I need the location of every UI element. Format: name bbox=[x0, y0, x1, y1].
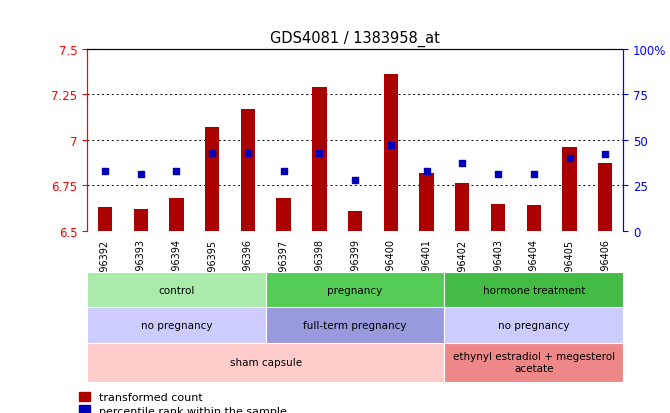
Bar bbox=[598, 164, 612, 231]
Point bbox=[278, 168, 289, 175]
Bar bbox=[205, 128, 219, 231]
Bar bbox=[562, 148, 577, 231]
Point bbox=[314, 150, 325, 157]
Bar bbox=[455, 184, 470, 231]
Point bbox=[350, 177, 360, 184]
Point bbox=[600, 152, 610, 158]
Bar bbox=[87, 308, 266, 343]
Point bbox=[529, 172, 539, 178]
Bar bbox=[444, 308, 623, 343]
Bar bbox=[444, 343, 623, 382]
Bar bbox=[266, 308, 444, 343]
Text: no pregnancy: no pregnancy bbox=[141, 320, 212, 330]
Title: GDS4081 / 1383958_at: GDS4081 / 1383958_at bbox=[270, 31, 440, 47]
Text: ethynyl estradiol + megesterol
acetate: ethynyl estradiol + megesterol acetate bbox=[453, 351, 615, 373]
Point bbox=[207, 150, 218, 157]
Bar bbox=[491, 204, 505, 231]
Point bbox=[385, 142, 396, 149]
Text: sham capsule: sham capsule bbox=[230, 357, 302, 368]
Text: full-term pregnancy: full-term pregnancy bbox=[304, 320, 407, 330]
Bar bbox=[241, 109, 255, 231]
Legend: transformed count, percentile rank within the sample: transformed count, percentile rank withi… bbox=[79, 392, 287, 413]
Text: control: control bbox=[158, 285, 194, 295]
Bar bbox=[419, 173, 433, 231]
Bar bbox=[444, 273, 623, 308]
Point bbox=[421, 168, 432, 175]
Point bbox=[492, 172, 503, 178]
Text: hormone treatment: hormone treatment bbox=[482, 285, 585, 295]
Bar bbox=[87, 343, 444, 382]
Point bbox=[243, 150, 253, 157]
Bar bbox=[348, 211, 362, 231]
Bar bbox=[170, 199, 184, 231]
Text: no pregnancy: no pregnancy bbox=[498, 320, 570, 330]
Point bbox=[457, 161, 468, 167]
Point bbox=[171, 168, 182, 175]
Bar bbox=[384, 75, 398, 231]
Point bbox=[564, 155, 575, 162]
Bar bbox=[312, 88, 326, 231]
Bar bbox=[87, 273, 266, 308]
Text: pregnancy: pregnancy bbox=[328, 285, 383, 295]
Bar bbox=[133, 209, 148, 231]
Bar bbox=[277, 199, 291, 231]
Bar bbox=[266, 273, 444, 308]
Bar bbox=[527, 206, 541, 231]
Point bbox=[100, 168, 111, 175]
Point bbox=[135, 172, 146, 178]
Bar bbox=[98, 208, 112, 231]
